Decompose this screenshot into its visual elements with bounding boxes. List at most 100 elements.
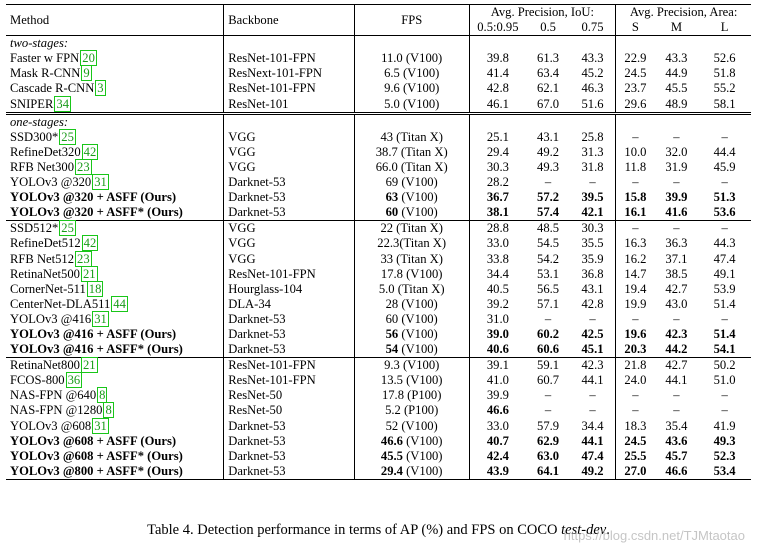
ap-cell: 16.2	[615, 251, 655, 267]
ap-cell: 35.4	[665, 418, 688, 433]
table-row: RFB Net512 23 VGG 33 (Titan X) 33.8 54.2 35.9 1…	[6, 250, 751, 267]
table-row: SNIPER 34 ResNet-101 5.0 (V100) 46.1 67.0 51.6…	[6, 95, 751, 114]
method-cell: YOLOv3 @416 + ASFF (Ours)	[6, 327, 224, 342]
backbone-cell: Hourglass-104	[223, 281, 355, 297]
group-label-row: one-stages:	[6, 111, 751, 130]
ap-cell: –	[544, 403, 552, 418]
method-name: CornerNet-511	[10, 281, 86, 296]
method-cell: NAS-FPN @640 8	[6, 387, 224, 404]
fps-cell: 43 (Titan X)	[353, 129, 469, 145]
citation-link[interactable]: 21	[80, 357, 98, 374]
empty-cell	[526, 35, 570, 52]
citation-link[interactable]: 9	[81, 65, 92, 82]
citation-link[interactable]: 23	[75, 158, 92, 175]
citation-link[interactable]: 36	[65, 372, 83, 389]
table-row: SSD512* 25 VGG 22 (Titan X) 28.8 48.5 30.3– – –	[6, 220, 751, 237]
backbone-cell: ResNet-50	[223, 403, 355, 419]
method-cell: SSD300* 25	[6, 128, 224, 145]
citation-link[interactable]: 42	[81, 143, 99, 160]
citation-link[interactable]: 31	[92, 310, 109, 327]
ap-cell: 63.0	[537, 448, 560, 463]
ap-cell: 24.0	[615, 373, 655, 389]
citation-link[interactable]: 25	[59, 128, 76, 145]
backbone-cell: VGG	[223, 144, 355, 160]
fps-cell: 66.0 (Titan X)	[353, 159, 469, 176]
ap-cell: 54.2	[537, 251, 560, 266]
method-name: SSD300*	[10, 129, 59, 144]
citation-link[interactable]: 31	[92, 417, 109, 434]
citation-link[interactable]: 25	[59, 220, 76, 237]
ap-cell: 31.3	[581, 144, 604, 159]
citation-link[interactable]: 20	[80, 50, 97, 67]
fps-cell: 33 (Titan X)	[353, 251, 469, 267]
citation-link[interactable]: 23	[75, 250, 92, 267]
citation-link[interactable]: 8	[97, 387, 108, 404]
empty-cell	[223, 111, 355, 130]
ap-cell: 42.8	[581, 296, 604, 311]
ap-cell: 42.1	[581, 205, 604, 220]
ap-cell: –	[721, 129, 728, 144]
method-cell: YOLOv3 @320 + ASFF (Ours)	[6, 190, 224, 205]
backbone-cell: Darknet-53	[223, 448, 355, 464]
method-cell: RefineDet512 42	[6, 235, 224, 252]
fps-value: 29.4	[380, 463, 403, 478]
header-ap-iou: Avg. Precision, IoU:	[468, 4, 616, 21]
fps-device: (V100)	[401, 326, 438, 341]
ap-cell: –	[589, 403, 596, 418]
ap-cell: 14.7	[615, 266, 655, 282]
ap-cell: –	[673, 403, 680, 418]
citation-link[interactable]: 42	[81, 235, 99, 252]
method-name: FCOS-800	[10, 373, 65, 388]
ap-cell: –	[589, 388, 596, 403]
fps-value: 45.5	[380, 448, 403, 463]
method-cell: YOLOv3 @320 31	[6, 174, 224, 191]
method-cell: RetinaNet500 21	[6, 265, 224, 282]
citation-link[interactable]: 21	[80, 265, 98, 282]
citation-link[interactable]: 18	[86, 280, 104, 297]
backbone-cell: ResNet-101-FPN	[223, 51, 355, 67]
method-cell: YOLOv3 @608 31	[6, 417, 224, 434]
citation-link[interactable]: 34	[54, 95, 71, 112]
fps-cell: 28 (V100)	[353, 296, 469, 312]
ap-cell: 37.1	[665, 251, 688, 266]
method-cell: YOLOv3 @416 31	[6, 310, 224, 327]
ap-cell: –	[615, 388, 655, 404]
fps-cell: 9.3 (V100)	[353, 357, 469, 374]
ap-cell: –	[615, 175, 655, 191]
ap-cell: 39.8	[468, 51, 527, 67]
ap-cell: 43.0	[665, 296, 688, 311]
ap-cell: 49.2	[537, 144, 560, 159]
method-name: CenterNet-DLA511	[10, 296, 111, 311]
citation-link[interactable]: 44	[111, 295, 128, 312]
table-row: Faster w FPN 20 ResNet-101-FPN 11.0 (V100) 3…	[6, 50, 751, 67]
method-name: YOLOv3 @608 + ASFF (Ours)	[10, 433, 177, 448]
citation-link[interactable]: 31	[92, 174, 109, 191]
method-name: RetinaNet800	[10, 358, 80, 373]
ap-cell: –	[544, 388, 552, 403]
method-name: YOLOv3 @608	[10, 418, 92, 433]
ap-cell: 24.5	[615, 433, 655, 449]
backbone-cell: ResNet-50	[223, 388, 355, 404]
fps-value: 63	[385, 190, 399, 205]
results-table-container: Method Backbone FPS Avg. Precision, IoU:…	[6, 3, 751, 480]
table-row: YOLOv3 @320 + ASFF (Ours) Darknet-53 63 (V…	[6, 190, 751, 206]
ap-cell: 60.7	[537, 373, 560, 388]
ap-cell: 55.2	[713, 81, 736, 96]
citation-link[interactable]: 8	[103, 402, 114, 419]
fps-cell: 56 (V100)	[353, 326, 469, 343]
ap-cell: 54.1	[713, 342, 736, 357]
method-name: RetinaNet500	[10, 266, 80, 281]
ap-cell: 30.3	[569, 220, 616, 237]
table-row: YOLOv3 @416 + ASFF* (Ours) Darknet-53 54 (…	[6, 342, 751, 358]
ap-cell: 67.0	[537, 96, 560, 111]
ap-cell: 16.3	[615, 236, 655, 252]
ap-cell: 59.1	[526, 357, 570, 374]
ap-cell: 44.1	[581, 373, 604, 388]
header-iou-1: 0.5	[526, 20, 570, 37]
empty-cell	[698, 35, 751, 52]
citation-link[interactable]: 3	[95, 80, 106, 97]
ap-cell: 30.3	[468, 159, 527, 176]
header-method: Method	[6, 3, 224, 37]
backbone-cell: VGG	[223, 236, 355, 252]
header-area-1: M	[654, 20, 699, 37]
